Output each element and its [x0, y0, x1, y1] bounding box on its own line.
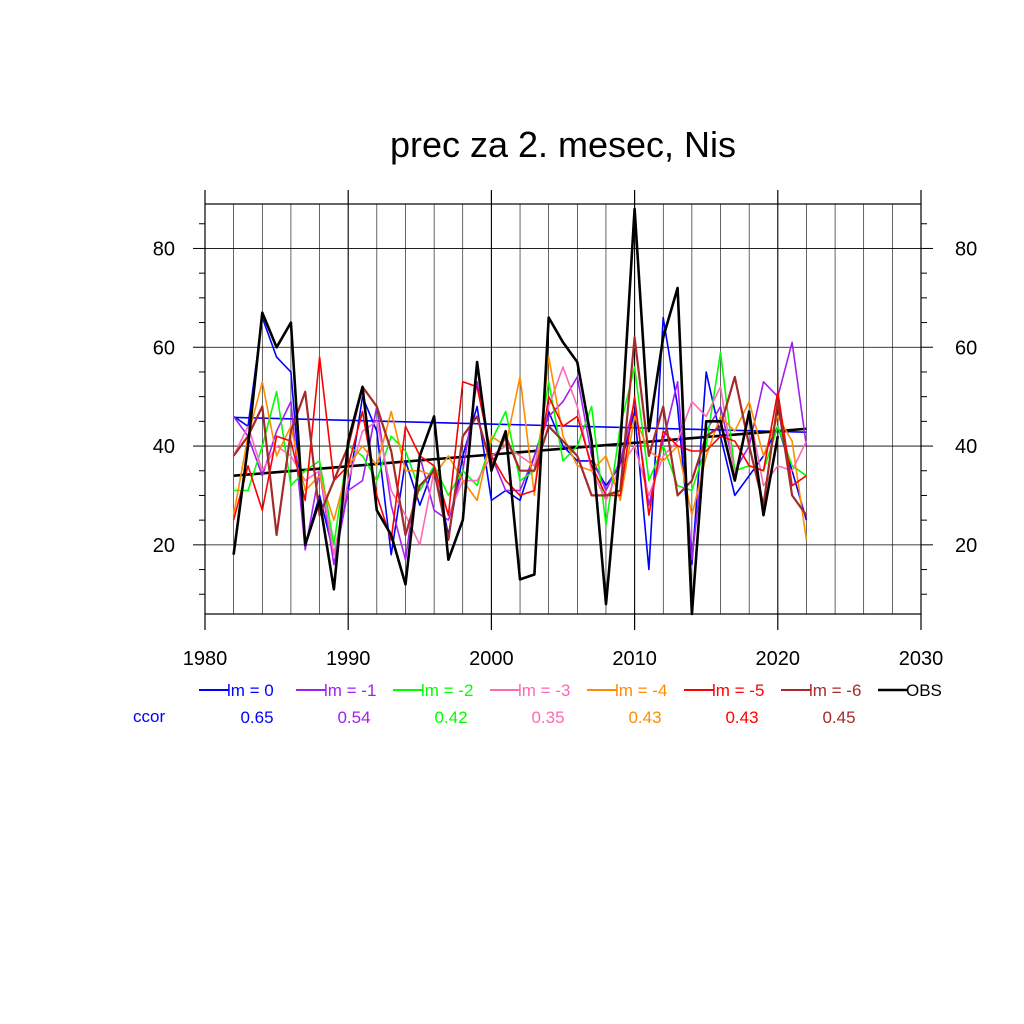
x-tick-label: 1990	[326, 648, 371, 670]
y-tick-label-left: 80	[153, 238, 175, 260]
plot-border	[204, 203, 922, 615]
ccor-label: ccor	[133, 707, 165, 726]
legend-entry: lm = -6	[809, 681, 861, 700]
ccor-value: 0.42	[434, 708, 467, 727]
series-line	[232, 207, 780, 616]
ccor-value: 0.35	[531, 708, 564, 727]
ccor-value: 0.43	[725, 708, 758, 727]
legend: ccor lm = 0 0.65 lm = -1 0.54 lm = -2 0.42 lm …	[133, 681, 942, 727]
legend-entry: OBS	[906, 681, 942, 700]
legend-entry: lm = -4	[615, 681, 667, 700]
x-tick-label: 2010	[612, 648, 657, 670]
y-tick-label-right: 20	[955, 535, 977, 557]
trend-lines	[233, 416, 807, 477]
y-tick-label-right: 60	[955, 337, 977, 359]
x-tick-label: 2000	[469, 648, 514, 670]
plot-frame	[193, 190, 933, 630]
y-tick-label-right: 40	[955, 436, 977, 458]
ccor-value: 0.54	[337, 708, 370, 727]
y-tick-label-left: 60	[153, 337, 175, 359]
y-tick-label-left: 20	[153, 535, 175, 557]
y-tick-label-left: 40	[153, 436, 175, 458]
data-series	[232, 207, 808, 616]
ccor-value: 0.65	[240, 708, 273, 727]
x-tick-label: 2020	[756, 648, 801, 670]
series-line	[233, 351, 807, 546]
y-tick-label-right: 80	[955, 238, 977, 260]
series-line	[232, 341, 808, 566]
legend-entry: lm = -1	[324, 681, 376, 700]
ccor-value: 0.43	[628, 708, 661, 727]
series-line	[232, 336, 808, 541]
series-line	[232, 356, 808, 541]
legend-entry: lm = -2	[421, 681, 473, 700]
series-line	[232, 356, 807, 541]
grid-lines	[205, 204, 921, 614]
x-tick-label: 1980	[183, 648, 228, 670]
x-tick-label: 2030	[899, 648, 944, 670]
legend-entry: lm = -3	[518, 681, 570, 700]
ccor-value: 0.45	[822, 708, 855, 727]
series-line	[232, 366, 808, 556]
legend-entry: lm = -5	[712, 681, 764, 700]
legend-entry: lm = 0	[227, 681, 274, 700]
chart-title: prec za 2. mesec, Nis	[390, 124, 736, 165]
trend-line	[233, 427, 807, 477]
trend-line	[233, 416, 807, 434]
